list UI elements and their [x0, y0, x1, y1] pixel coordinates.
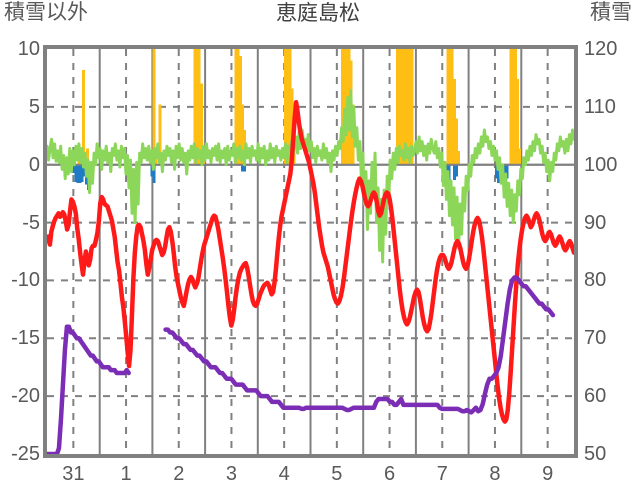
page-title: 恵庭島松	[276, 2, 360, 25]
left-axis-unit-label: 積雪以外	[4, 1, 88, 24]
gridlines	[47, 49, 574, 454]
y-axis-left-tick: 0	[28, 153, 40, 176]
y-axis-right-tick: 60	[584, 385, 607, 408]
y-axis-left-tick: 10	[17, 38, 40, 60]
x-axis-tick: 3	[225, 463, 237, 485]
x-axis-tick: 7	[436, 463, 448, 485]
y-axis-left-tick: -10	[11, 269, 40, 292]
y-axis-right-tick: 120	[584, 38, 618, 60]
y-axis-left-tick: -15	[11, 327, 40, 350]
plot-area	[43, 45, 578, 458]
snowdepth-series-line	[47, 275, 556, 454]
y-axis-left-tick: -5	[22, 211, 40, 234]
right-axis-unit-label: 積雪	[590, 1, 632, 24]
y-axis-right-tick: 110	[584, 95, 616, 118]
y-axis-right-tick: 90	[584, 211, 607, 234]
x-axis-tick: 1	[120, 463, 132, 485]
x-axis-tick: 8	[489, 463, 501, 485]
x-axis-tick: 2	[173, 463, 185, 485]
y-axis-right-tick: 50	[584, 443, 607, 465]
y-axis-left-tick: 5	[28, 95, 40, 118]
y-axis-left-tick: -25	[11, 443, 40, 465]
y-axis-right-tick: 100	[584, 153, 618, 176]
x-axis-tick: 6	[383, 463, 396, 485]
x-axis-tick: 5	[331, 463, 343, 485]
plot-inner	[47, 49, 574, 454]
wind-series-line	[47, 89, 574, 264]
y-axis-right-tick: 80	[584, 269, 607, 292]
temperature-series-line	[47, 99, 574, 424]
chart-canvas	[47, 49, 574, 454]
x-axis-tick: 9	[542, 463, 554, 485]
y-axis-right-tick: 70	[584, 327, 607, 350]
x-axis-tick: 4	[278, 463, 290, 485]
x-axis-tick: 31	[62, 463, 85, 485]
y-axis-left-tick: -20	[11, 385, 40, 408]
